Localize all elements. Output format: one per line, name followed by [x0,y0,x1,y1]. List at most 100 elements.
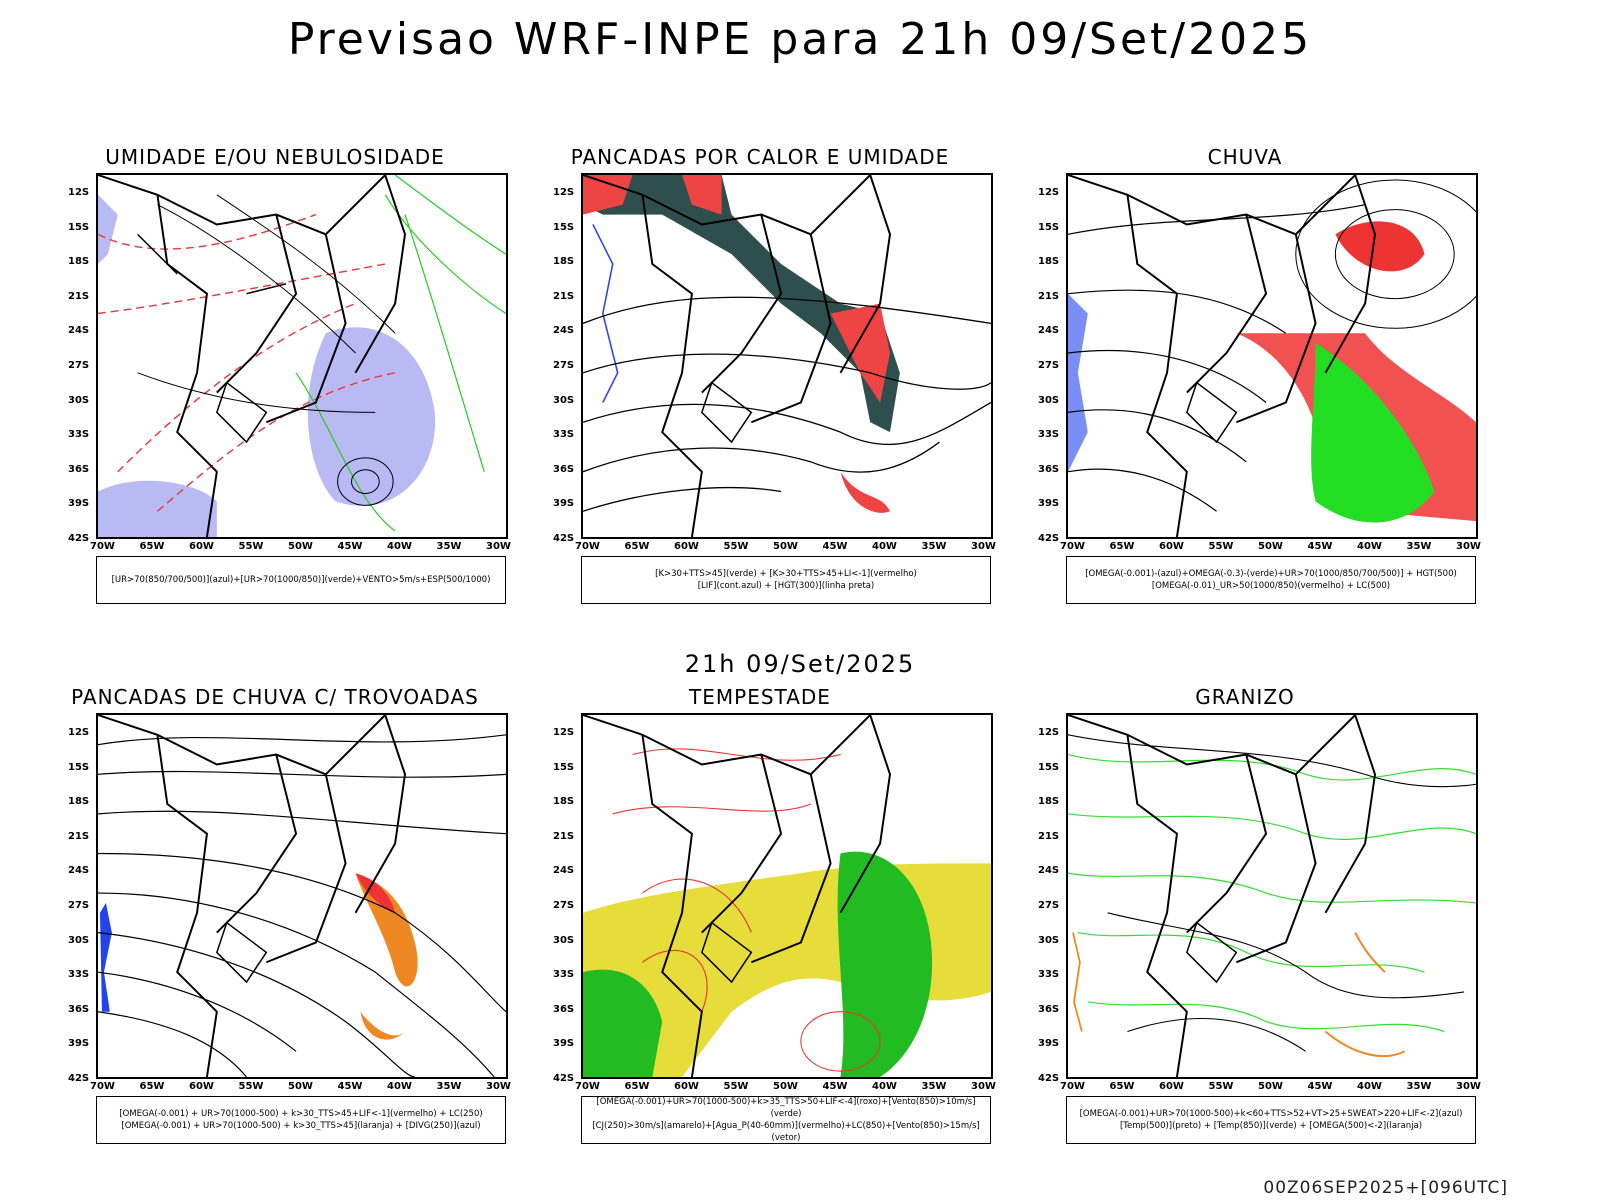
lon-tick-label: 55W [1208,541,1234,552]
lon-tick-label: 50W [288,541,313,552]
lon-tick-label: 65W [1109,541,1135,552]
legend-line: [OMEGA(-0.001)+UR>70(1000-500)+k<60+TTS>… [1079,1109,1463,1119]
main-title: Previsao WRF-INPE para 21h 09/Set/2025 [287,14,1313,65]
lat-tick-label: 42S [68,1073,90,1084]
lon-tick-label: 30W [486,1081,511,1092]
legend-pancadas-calor: [K>30+TTS>45](verde) + [K>30+TTS>45+LI<-… [581,556,991,604]
lat-tick-label: 15S [68,221,90,233]
lon-tick-label: 45W [822,1081,848,1092]
lon-tick-label: 40W [872,541,897,552]
lon-tick-label: 65W [139,541,165,552]
legend-line: [OMEGA(-0.001) + UR>70(1000-500) + k>30_… [121,1121,481,1131]
lat-tick-label: 33S [1038,969,1060,981]
lat-tick-label: 21S [1038,830,1060,842]
footer-run-id: 00Z06SEP2025+[096UTC] [1263,1178,1508,1198]
lon-tick-label: 40W [1357,1081,1382,1092]
panel-title: TEMPESTADE [689,685,831,709]
lon-tick-label: 40W [872,1081,897,1092]
lon-tick-label: 55W [238,541,264,552]
legend-line: [K>30+TTS>45](verde) + [K>30+TTS>45+LI<-… [655,569,917,579]
mid-title: 21h 09/Set/2025 [684,650,916,678]
lon-tick-label: 50W [1258,1081,1283,1092]
lon-tick-label: 65W [139,1081,165,1092]
legend-line: [OMEGA(-0.001)+UR>70(1000-500)+k>35_TTS>… [596,1097,976,1119]
lat-tick-label: 42S [553,533,575,544]
lat-tick-label: 12S [68,187,90,198]
lat-tick-label: 33S [68,969,90,981]
lat-tick-label: 21S [68,290,90,302]
lat-tick-label: 12S [68,727,90,738]
lon-tick-label: 30W [1456,541,1481,552]
lon-tick-label: 60W [189,541,214,552]
lat-tick-label: 18S [68,796,90,808]
legend-line: [OMEGA(-0.001) + UR>70(1000-500) + k>30_… [119,1109,483,1119]
lat-tick-label: 39S [68,1038,90,1050]
panel-granizo: GRANIZO [OMEGA(-0.001)+UR>70(1000-500)+k… [1010,685,1481,1165]
lat-tick-label: 18S [1038,796,1060,808]
map-pancadas-trovoadas [96,713,508,1079]
map-umidade [96,173,508,539]
lat-tick-label: 30S [68,394,90,406]
lon-tick-label: 50W [773,1081,798,1092]
lon-tick-label: 70W [90,1081,115,1092]
lon-tick-label: 55W [238,1081,264,1092]
lat-tick-label: 24S [68,325,90,337]
panel-pancadas-trovoadas: PANCADAS DE CHUVA C/ TROVOADAS [OMEGA(-0… [40,685,511,1165]
map-chuva [1066,173,1478,539]
lat-tick-label: 30S [553,394,575,406]
lat-tick-label: 33S [1038,429,1060,441]
lon-tick-label: 70W [1060,541,1085,552]
lon-tick-label: 60W [674,541,699,552]
lon-tick-label: 70W [575,541,600,552]
lon-tick-label: 50W [288,1081,313,1092]
panel-title: UMIDADE E/OU NEBULOSIDADE [105,145,445,169]
lat-tick-label: 36S [553,463,575,475]
lat-tick-label: 12S [553,727,575,738]
lat-tick-label: 18S [553,796,575,808]
panel-umidade: UMIDADE E/OU NEBULOSIDADE [UR>70(850/700… [40,145,511,625]
lat-tick-label: 21S [1038,290,1060,302]
lat-tick-label: 39S [553,1038,575,1050]
lon-tick-label: 45W [822,541,848,552]
lat-tick-label: 36S [68,463,90,475]
lat-tick-label: 24S [68,865,90,877]
lat-tick-label: 36S [68,1003,90,1015]
legend-pancadas-trovoadas: [OMEGA(-0.001) + UR>70(1000-500) + k>30_… [96,1096,506,1144]
lat-tick-label: 27S [1038,900,1060,911]
lat-tick-label: 42S [1038,533,1060,544]
lat-tick-label: 18S [553,256,575,268]
lon-tick-label: 70W [575,1081,600,1092]
lat-tick-label: 36S [1038,463,1060,475]
legend-tempestade: [OMEGA(-0.001)+UR>70(1000-500)+k>35_TTS>… [581,1096,991,1144]
lat-tick-label: 12S [1038,727,1060,738]
lon-tick-label: 70W [90,541,115,552]
lat-tick-label: 12S [1038,187,1060,198]
lon-tick-label: 40W [387,541,412,552]
lat-tick-label: 24S [553,865,575,877]
lon-tick-label: 55W [1208,1081,1234,1092]
panel-title: CHUVA [1207,145,1283,169]
lat-tick-label: 15S [1038,761,1060,773]
lon-tick-label: 30W [1456,1081,1481,1092]
map-granizo [1066,713,1478,1079]
lon-tick-label: 30W [971,1081,996,1092]
lat-tick-label: 30S [553,934,575,946]
legend-umidade: [UR>70(850/700/500)](azul)+[UR>70(1000/8… [96,556,506,604]
panel-pancadas-calor: PANCADAS POR CALOR E UMIDADE [K>30+TTS>4… [525,145,996,625]
lon-tick-label: 45W [1307,541,1333,552]
lat-tick-label: 18S [68,256,90,268]
lat-tick-label: 21S [68,830,90,842]
lon-tick-label: 45W [337,541,363,552]
panel-tempestade: TEMPESTADE [OMEGA(-0.001)+UR>70(1000-500… [525,685,996,1165]
lon-tick-label: 50W [773,541,798,552]
lon-tick-label: 30W [971,541,996,552]
lat-tick-label: 27S [1038,360,1060,371]
lat-tick-label: 42S [68,533,90,544]
lon-tick-label: 45W [337,1081,363,1092]
legend-line: [CJ(250)>30m/s](amarelo)+[Agua_P(40-60mm… [592,1121,980,1143]
lon-tick-label: 35W [921,1081,947,1092]
lon-tick-label: 60W [1159,541,1184,552]
lat-tick-label: 33S [68,429,90,441]
lat-tick-label: 18S [1038,256,1060,268]
lat-tick-label: 24S [1038,325,1060,337]
